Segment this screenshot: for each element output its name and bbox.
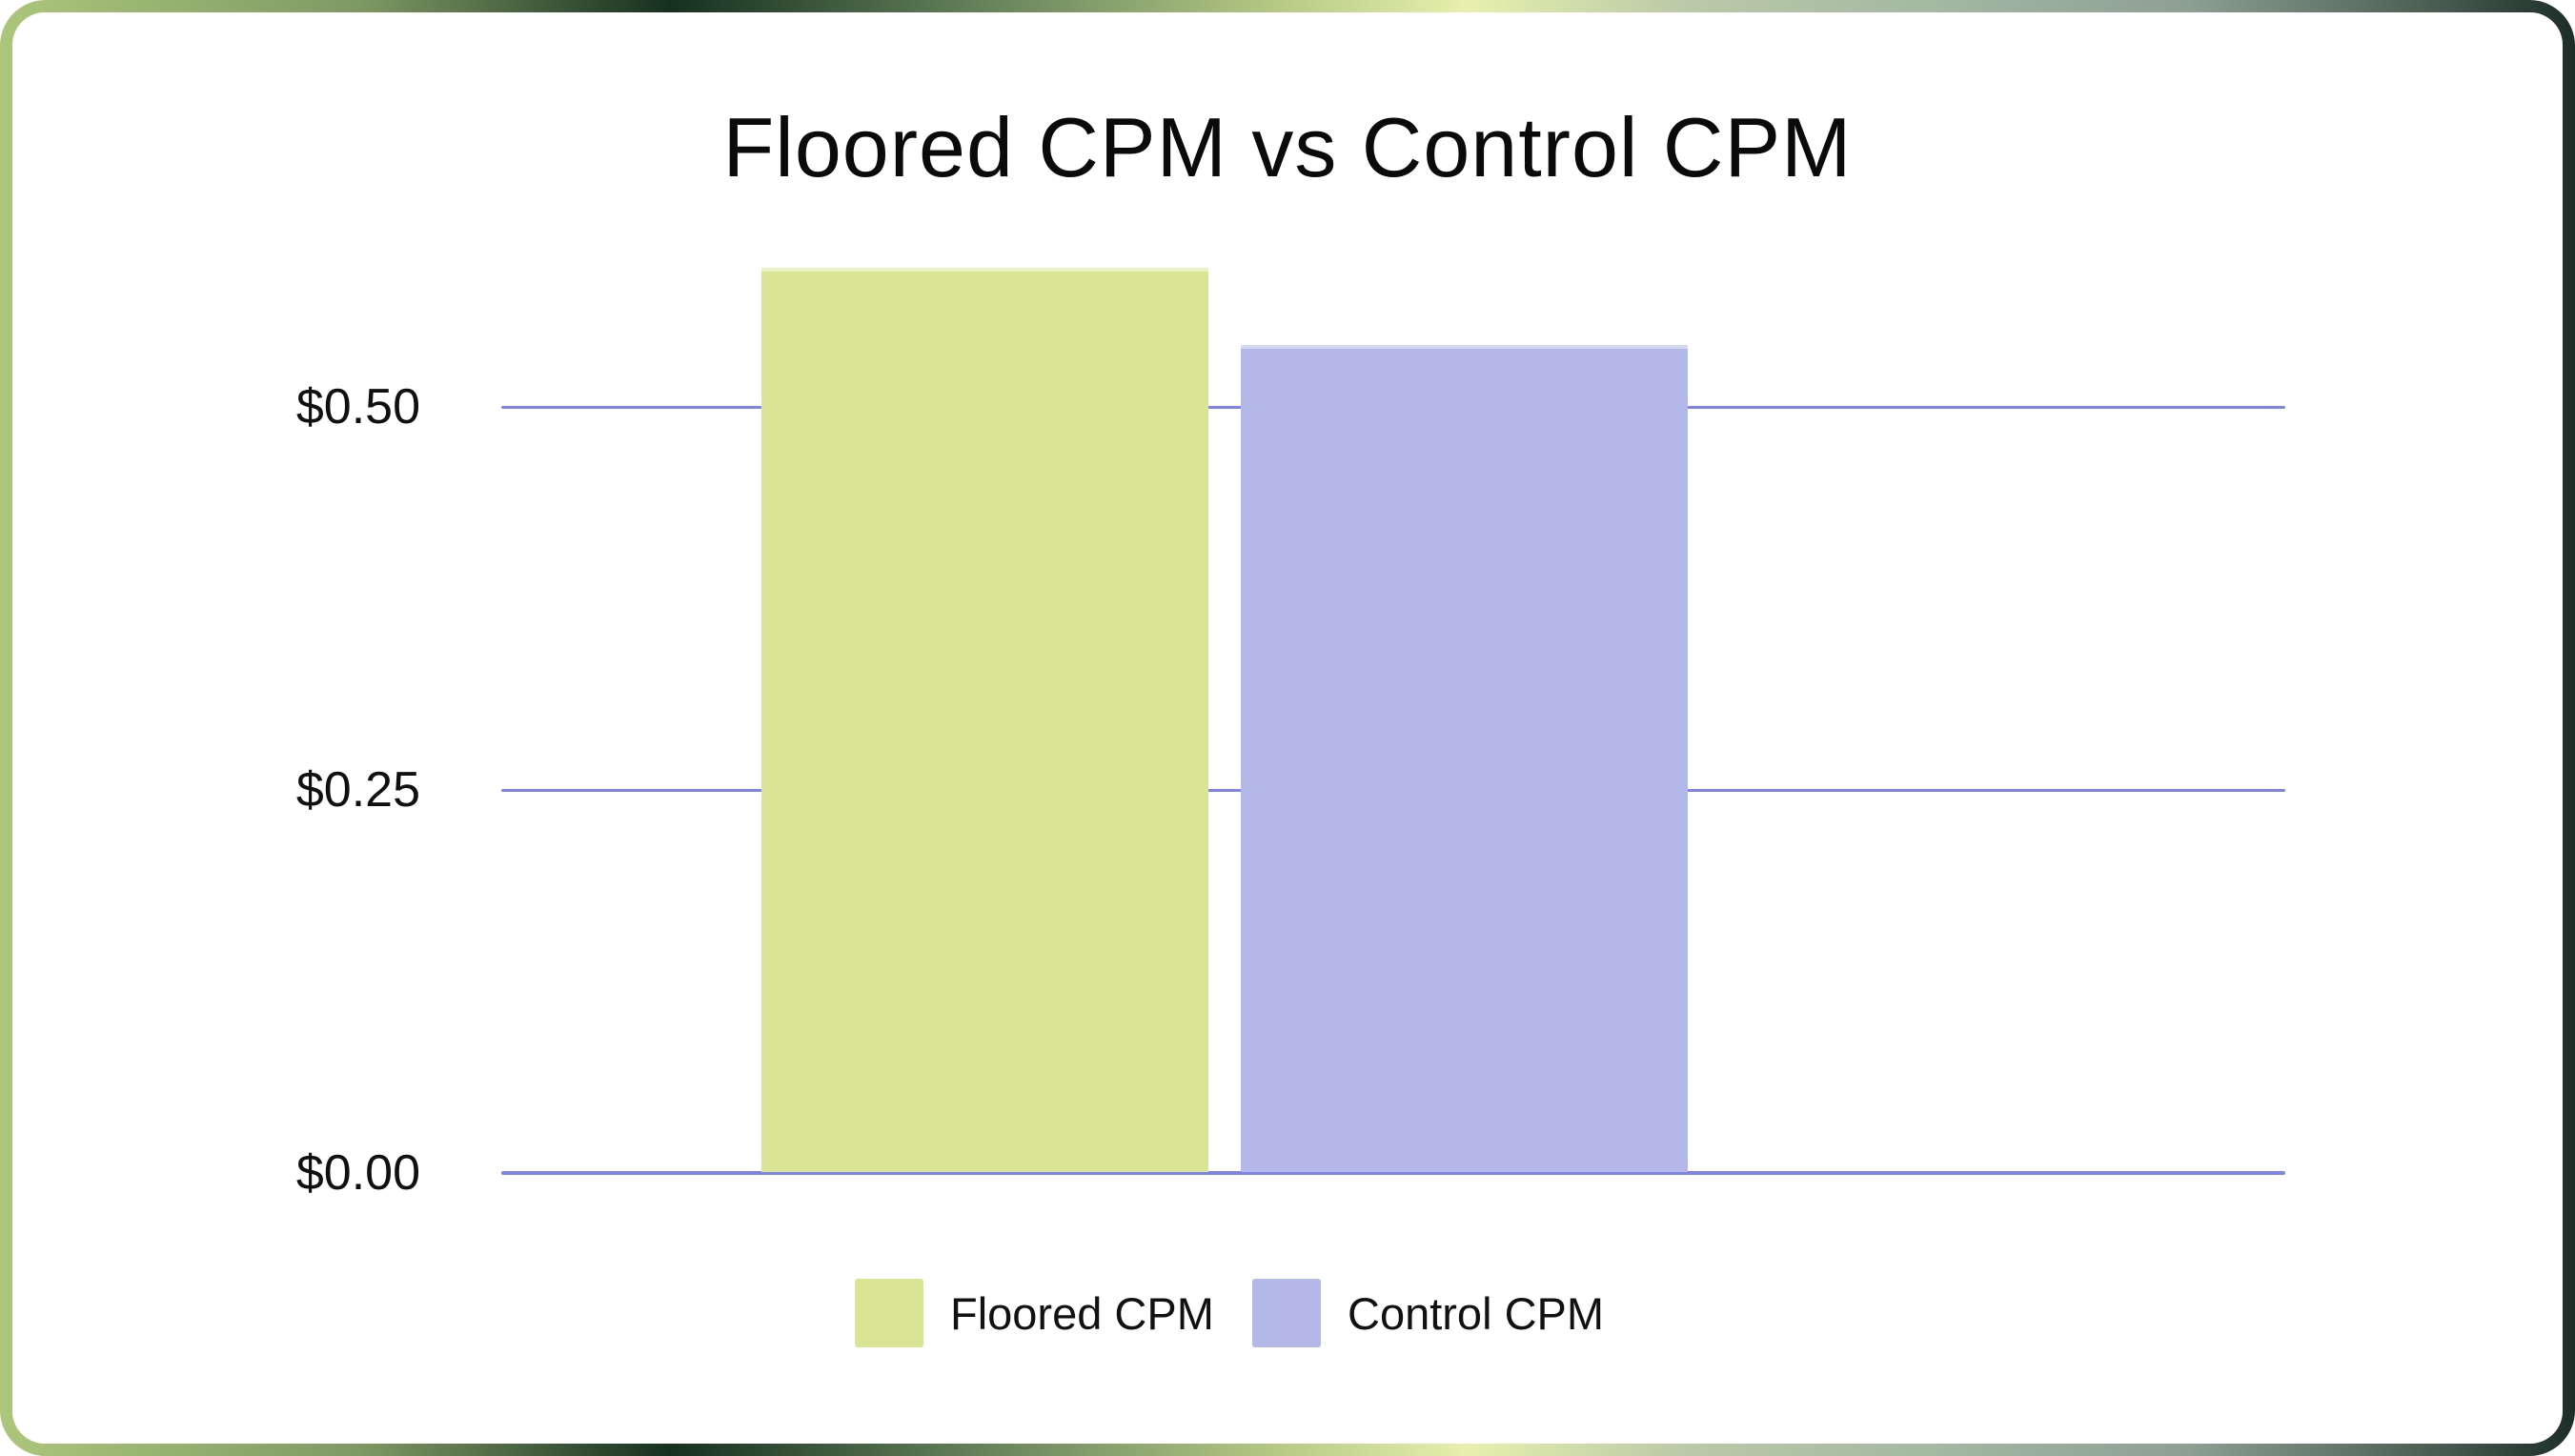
chart-card: Floored CPM vs Control CPM $0.00 $0.25 $0.… <box>12 12 2563 1444</box>
legend-swatch-floored-cpm <box>855 1279 923 1347</box>
bar-control-cpm <box>1241 345 1688 1172</box>
legend-item-control-cpm: Control CPM <box>1252 1279 1604 1347</box>
plot-area: $0.00 $0.25 $0.50 <box>12 12 2563 1444</box>
legend-item-floored-cpm: Floored CPM <box>855 1279 1214 1347</box>
chart-title: Floored CPM vs Control CPM <box>722 100 1853 194</box>
y-axis-tick-label: $0.00 <box>295 1145 420 1201</box>
y-gridline-0-00 <box>501 1171 2285 1175</box>
legend-swatch-control-cpm <box>1252 1279 1321 1347</box>
y-axis-tick-label: $0.25 <box>295 762 420 818</box>
legend-label: Floored CPM <box>950 1287 1214 1339</box>
bar-floored-cpm <box>761 268 1208 1172</box>
legend-label: Control CPM <box>1348 1287 1605 1339</box>
y-axis-tick-label: $0.50 <box>295 379 420 435</box>
